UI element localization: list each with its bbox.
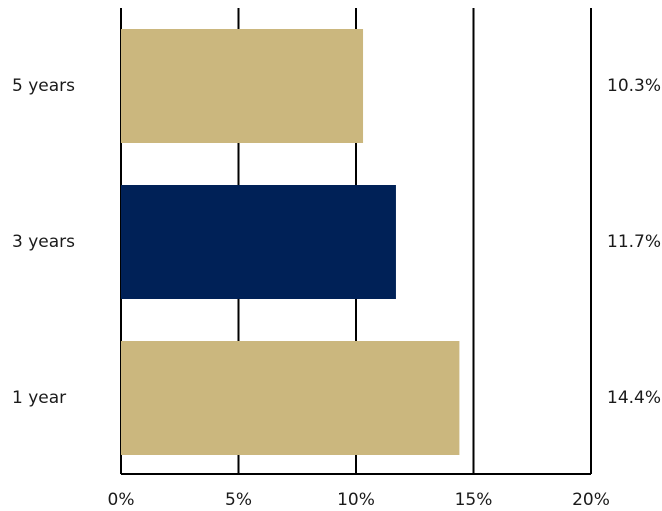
x-tick-label: 5%: [225, 490, 252, 510]
bars: [121, 29, 460, 455]
x-tick-label: 0%: [108, 490, 135, 510]
x-tick-label: 20%: [572, 490, 610, 510]
value-label: 10.3%: [607, 76, 661, 96]
x-tick-label: 15%: [455, 490, 493, 510]
category-labels: 5 years 3 years 1 year: [12, 76, 75, 408]
category-label: 3 years: [12, 232, 75, 252]
x-tick-labels: 0% 5% 10% 15% 20%: [108, 490, 610, 510]
bar-1-year: [121, 341, 460, 455]
value-label: 14.4%: [607, 388, 661, 408]
bar-5-years: [121, 29, 364, 143]
value-labels: 10.3% 11.7% 14.4%: [607, 76, 661, 408]
bar-3-years: [121, 185, 396, 299]
x-tick-label: 10%: [337, 490, 375, 510]
value-label: 11.7%: [607, 232, 661, 252]
category-label: 5 years: [12, 76, 75, 96]
category-label: 1 year: [12, 388, 66, 408]
